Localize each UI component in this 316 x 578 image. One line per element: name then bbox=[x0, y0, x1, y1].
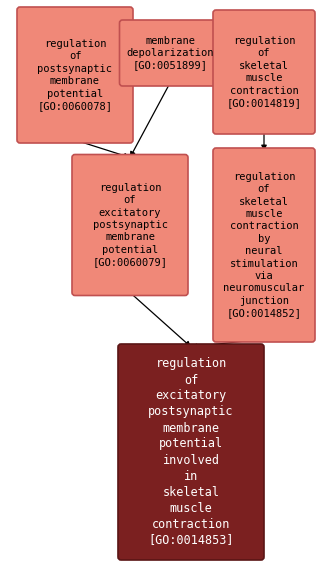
Text: regulation
of
excitatory
postsynaptic
membrane
potential
involved
in
skeletal
mu: regulation of excitatory postsynaptic me… bbox=[148, 358, 234, 547]
Text: regulation
of
skeletal
muscle
contraction
[GO:0014819]: regulation of skeletal muscle contractio… bbox=[227, 36, 301, 108]
Text: regulation
of
excitatory
postsynaptic
membrane
potential
[GO:0060079]: regulation of excitatory postsynaptic me… bbox=[93, 183, 167, 267]
FancyBboxPatch shape bbox=[119, 20, 221, 86]
Text: regulation
of
postsynaptic
membrane
potential
[GO:0060078]: regulation of postsynaptic membrane pote… bbox=[38, 39, 112, 111]
FancyBboxPatch shape bbox=[72, 154, 188, 295]
FancyBboxPatch shape bbox=[213, 10, 315, 134]
FancyBboxPatch shape bbox=[213, 148, 315, 342]
Text: membrane
depolarization
[GO:0051899]: membrane depolarization [GO:0051899] bbox=[126, 36, 214, 71]
FancyBboxPatch shape bbox=[118, 344, 264, 560]
FancyBboxPatch shape bbox=[17, 7, 133, 143]
Text: regulation
of
skeletal
muscle
contraction
by
neural
stimulation
via
neuromuscula: regulation of skeletal muscle contractio… bbox=[223, 172, 305, 318]
